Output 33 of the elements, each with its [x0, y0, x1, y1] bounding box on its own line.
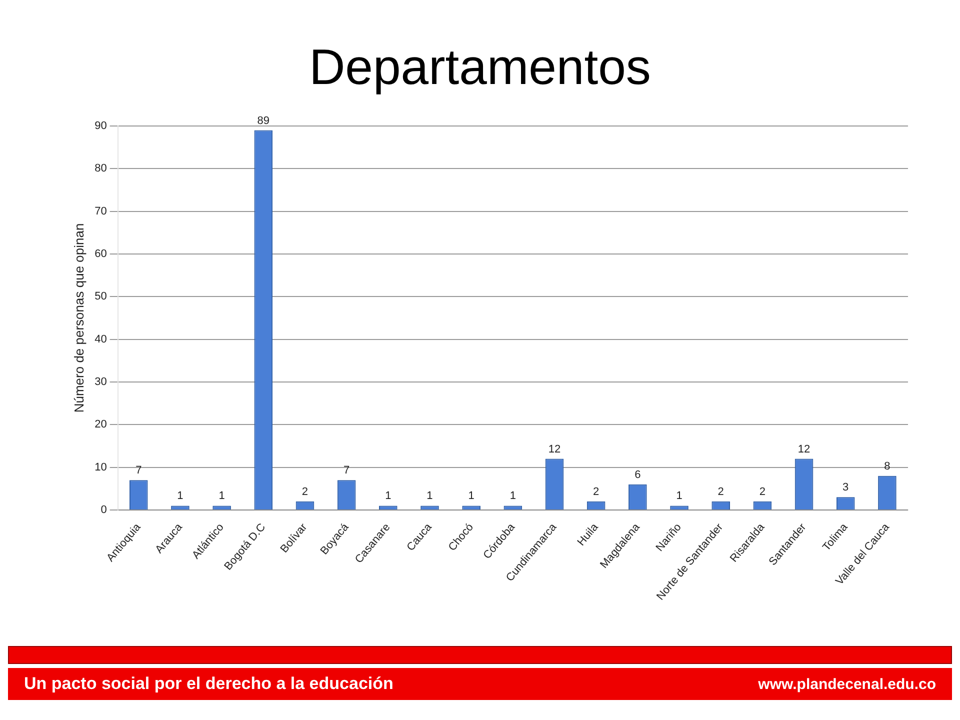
y-tick-label: 30: [94, 376, 107, 388]
data-label: 1: [218, 490, 225, 502]
data-label: 1: [385, 490, 392, 502]
data-label: 1: [177, 490, 184, 502]
data-label: 12: [798, 443, 810, 456]
data-label: 1: [510, 490, 516, 502]
y-tick-label: 60: [94, 248, 107, 260]
y-tick-label: 80: [94, 162, 107, 175]
data-label: 7: [344, 464, 350, 477]
data-label: 12: [548, 443, 561, 456]
y-tick-label: 70: [94, 205, 107, 218]
data-label: 6: [634, 468, 641, 481]
data-label: 2: [718, 486, 724, 498]
text: Un pacto social por el derecho a la educación: [24, 674, 394, 694]
y-tick-label: 40: [94, 333, 107, 346]
y-axis-title: Número de personas que opinan: [71, 223, 86, 413]
y-tick-label: 0: [100, 504, 107, 516]
data-label: 7: [136, 464, 142, 477]
data-label: 89: [257, 114, 270, 127]
chart-title: Departamentos: [308, 38, 652, 97]
text: www.plandecenal.edu.co: [758, 676, 936, 692]
data-label: 1: [468, 490, 474, 502]
data-label: 1: [676, 490, 682, 502]
y-tick-label: 90: [94, 120, 107, 132]
y-tick-label: 50: [94, 290, 107, 303]
data-label: 3: [842, 482, 849, 494]
data-label: 2: [759, 486, 766, 498]
y-tick-label: 20: [94, 418, 107, 431]
data-label: 2: [593, 486, 600, 498]
data-label: 2: [302, 486, 308, 498]
y-tick-label: 10: [94, 461, 107, 474]
data-label: 1: [426, 490, 433, 502]
data-label: 8: [884, 460, 890, 472]
